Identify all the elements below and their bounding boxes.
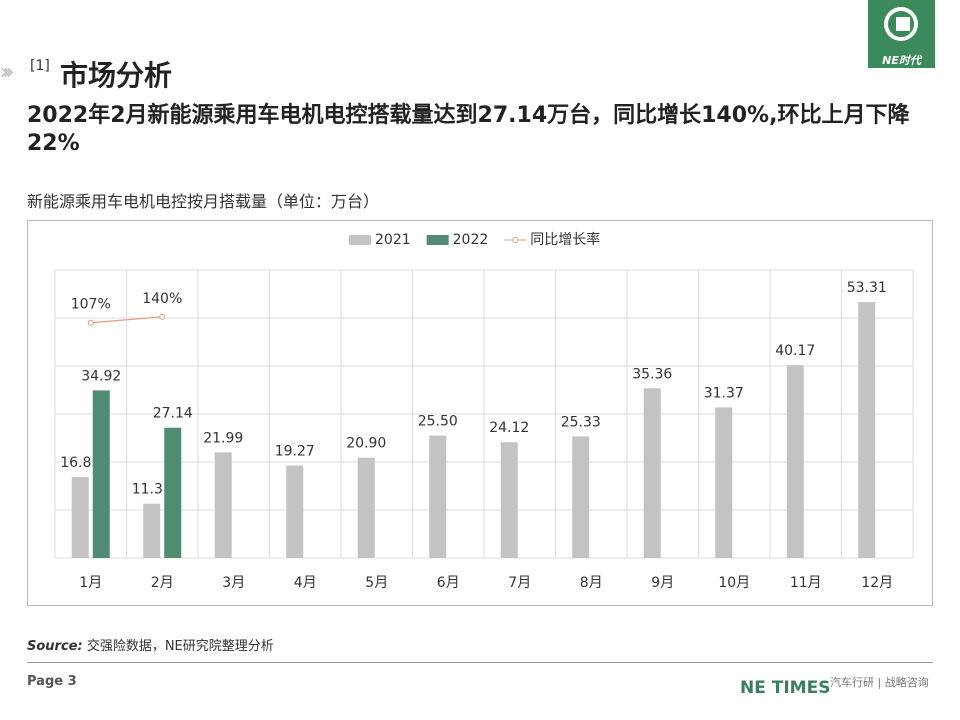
logo-mark bbox=[884, 7, 918, 41]
line-marker bbox=[159, 313, 166, 320]
x-tick-label: 12月 bbox=[861, 575, 893, 591]
data-label: 31.37 bbox=[704, 385, 744, 401]
bar bbox=[143, 503, 161, 558]
data-label: 20.90 bbox=[346, 436, 386, 452]
source-text: 交强险数据，NE研究院整理分析 bbox=[86, 639, 274, 654]
footer-rule bbox=[27, 662, 933, 663]
bar bbox=[858, 302, 876, 558]
data-label: 25.50 bbox=[418, 414, 458, 430]
x-tick-label: 4月 bbox=[294, 575, 317, 591]
data-label: 11.31 bbox=[132, 482, 172, 498]
bar bbox=[214, 452, 232, 558]
logo: NE时代 bbox=[868, 0, 935, 68]
tagline: 汽车行研 | 战略咨询 bbox=[830, 676, 929, 689]
legend-swatch bbox=[349, 235, 371, 245]
line-marker bbox=[87, 319, 94, 326]
data-label: 40.17 bbox=[775, 343, 815, 359]
bar bbox=[286, 465, 304, 558]
line bbox=[90, 316, 163, 324]
bar bbox=[786, 365, 804, 558]
chart-title: 新能源乘用车电机电控按月搭载量（单位：万台） bbox=[27, 192, 380, 211]
legend-label: 2022 bbox=[453, 232, 489, 248]
legend-label: 2021 bbox=[375, 232, 411, 248]
page-number: Page 3 bbox=[27, 674, 77, 689]
chart-frame bbox=[27, 220, 933, 606]
bar bbox=[164, 427, 182, 558]
bar bbox=[715, 407, 733, 558]
logo-text: NE时代 bbox=[882, 54, 921, 67]
x-tick-label: 1月 bbox=[79, 575, 102, 591]
data-label: 25.33 bbox=[561, 414, 601, 430]
bar bbox=[572, 436, 590, 558]
data-label: 34.92 bbox=[81, 368, 121, 384]
data-label: 27.14 bbox=[153, 406, 193, 422]
data-label: 53.31 bbox=[847, 280, 887, 296]
bar bbox=[357, 457, 375, 558]
legend-label: 同比增长率 bbox=[530, 231, 600, 248]
x-tick-label: 3月 bbox=[222, 575, 245, 591]
x-tick-label: 10月 bbox=[718, 575, 750, 591]
bar bbox=[500, 442, 518, 558]
data-label: 140% bbox=[142, 291, 182, 307]
data-label: 35.36 bbox=[632, 366, 672, 382]
data-label: 19.27 bbox=[275, 444, 315, 460]
data-label: 24.12 bbox=[489, 420, 529, 436]
bar bbox=[643, 388, 661, 558]
x-tick-label: 2月 bbox=[151, 575, 174, 591]
bar bbox=[71, 477, 89, 558]
brand: NE TIMES bbox=[740, 678, 831, 698]
headline: 2022年2月新能源乘用车电机电控搭载量达到27.14万台，同比增长140%,环… bbox=[27, 103, 910, 156]
source: Source: 交强险数据，NE研究院整理分析 bbox=[27, 635, 274, 654]
x-tick-label: 9月 bbox=[651, 575, 674, 591]
bar bbox=[92, 390, 110, 558]
legend-marker bbox=[512, 237, 519, 243]
legend-swatch bbox=[426, 235, 449, 245]
data-label: 16.85 bbox=[60, 455, 100, 471]
x-tick-label: 6月 bbox=[437, 575, 460, 591]
chevrons: ››› bbox=[0, 60, 15, 85]
source-label: Source: bbox=[27, 639, 83, 654]
bar bbox=[429, 435, 447, 558]
section-title: 市场分析 bbox=[60, 59, 173, 92]
chart: 2021 2022 同比增长率 16.85 11.31 21.99 19.27 20.90 25… bbox=[27, 220, 933, 606]
x-tick-label: 8月 bbox=[580, 575, 603, 591]
data-label: 21.99 bbox=[203, 430, 243, 446]
data-label: 107% bbox=[71, 297, 111, 313]
section-number: [1] bbox=[30, 58, 50, 74]
x-tick-label: 11月 bbox=[790, 575, 822, 591]
x-tick-label: 7月 bbox=[508, 575, 531, 591]
x-tick-label: 5月 bbox=[365, 575, 388, 591]
